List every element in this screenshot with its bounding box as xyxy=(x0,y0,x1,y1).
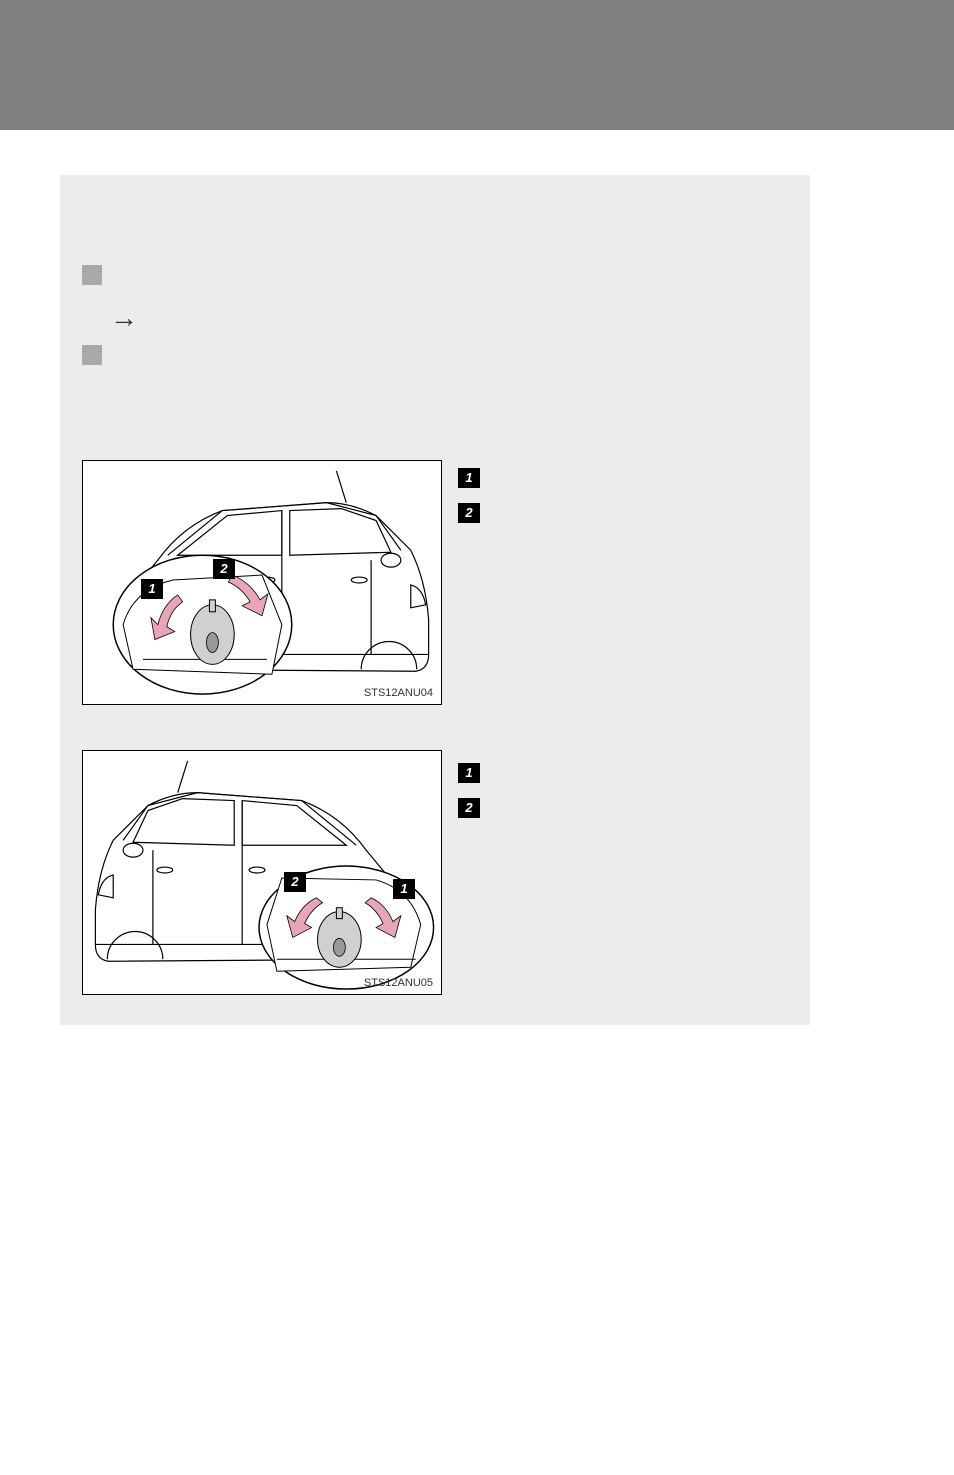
diagram-right-side: 1 2 STS12ANU04 xyxy=(82,460,442,705)
car-left-svg xyxy=(83,751,441,994)
bullet-square-1 xyxy=(82,265,102,285)
callout-1-external-d1: 1 xyxy=(458,468,480,488)
diagram2-code: STS12ANU05 xyxy=(364,977,433,989)
header-bar xyxy=(0,0,954,130)
diagram-left-side: 1 2 STS12ANU05 xyxy=(82,750,442,995)
callout-1-external-d2: 1 xyxy=(458,763,480,783)
content-box: → xyxy=(60,175,810,1025)
bullet-square-2 xyxy=(82,345,102,365)
callout-2-internal-d2: 2 xyxy=(284,872,306,892)
callout-2-external-d2: 2 xyxy=(458,798,480,818)
callout-2-external-d1: 2 xyxy=(458,503,480,523)
diagram1-code: STS12ANU04 xyxy=(364,687,433,699)
callout-1-internal-d2: 1 xyxy=(393,879,415,899)
arrow-icon: → xyxy=(110,302,138,334)
callout-1-internal-d1: 1 xyxy=(141,579,163,599)
callout-2-internal-d1: 2 xyxy=(213,559,235,579)
car-right-svg xyxy=(83,461,441,704)
